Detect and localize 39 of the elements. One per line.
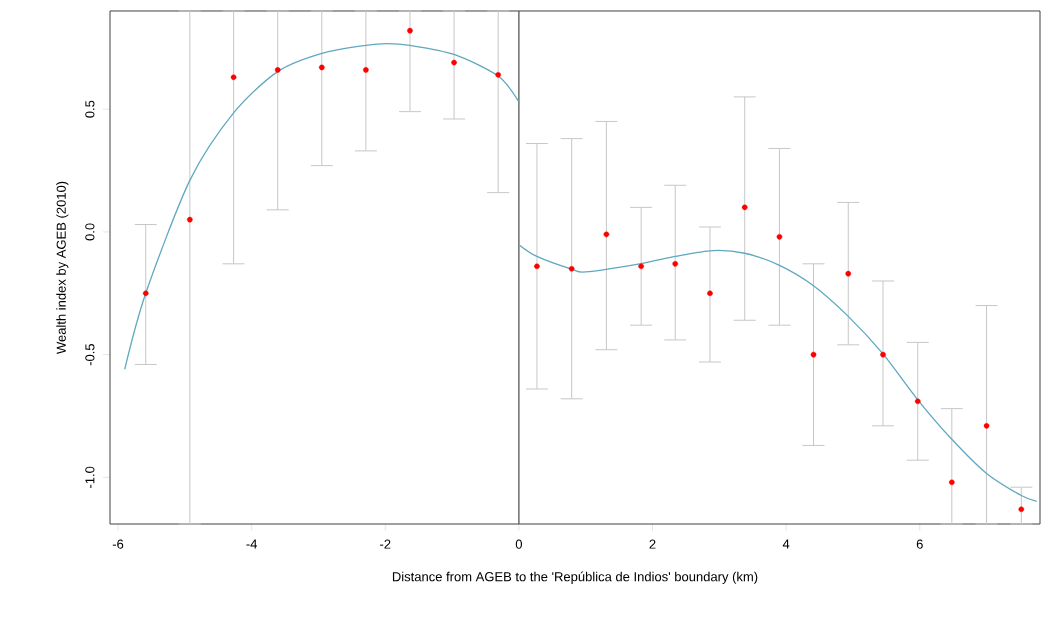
point: [568, 265, 575, 272]
point: [845, 270, 852, 277]
point: [1018, 506, 1025, 513]
y-axis-title: Wealth index by AGEB (2010): [56, 181, 69, 355]
point: [407, 27, 413, 34]
y-tick-label: 0.0: [85, 223, 95, 241]
point: [230, 74, 237, 81]
point: [187, 216, 193, 223]
point: [534, 263, 540, 270]
x-tick-label: 6: [916, 539, 923, 549]
point: [810, 351, 817, 358]
y-tick-label: 0.5: [85, 100, 95, 118]
line-series: [124, 42, 520, 371]
point: [318, 64, 325, 71]
x-tick-label: 4: [782, 539, 790, 549]
point: [495, 72, 501, 78]
point: [638, 263, 644, 270]
point: [707, 290, 713, 297]
x-tick-label: -4: [246, 539, 258, 549]
point: [949, 479, 955, 486]
point: [274, 67, 281, 73]
x-tick-label: -6: [112, 539, 124, 549]
y-tick-label: -1.0: [85, 466, 95, 488]
point: [776, 234, 783, 240]
point: [880, 351, 886, 358]
point: [603, 231, 610, 238]
x-tick-label: 0: [515, 539, 522, 549]
point: [914, 398, 921, 405]
point: [142, 290, 149, 297]
point: [672, 261, 679, 267]
x-tick-label: 2: [649, 539, 656, 549]
x-tick-label: -2: [380, 539, 391, 549]
point: [363, 67, 369, 73]
point: [741, 204, 748, 211]
point: [451, 59, 457, 66]
point: [983, 423, 990, 429]
x-axis-title: Distance from AGEB to the 'República de Indios' boundary (km): [392, 571, 758, 584]
line-series: [518, 244, 1038, 503]
y-tick-label: -0.5: [85, 343, 95, 366]
